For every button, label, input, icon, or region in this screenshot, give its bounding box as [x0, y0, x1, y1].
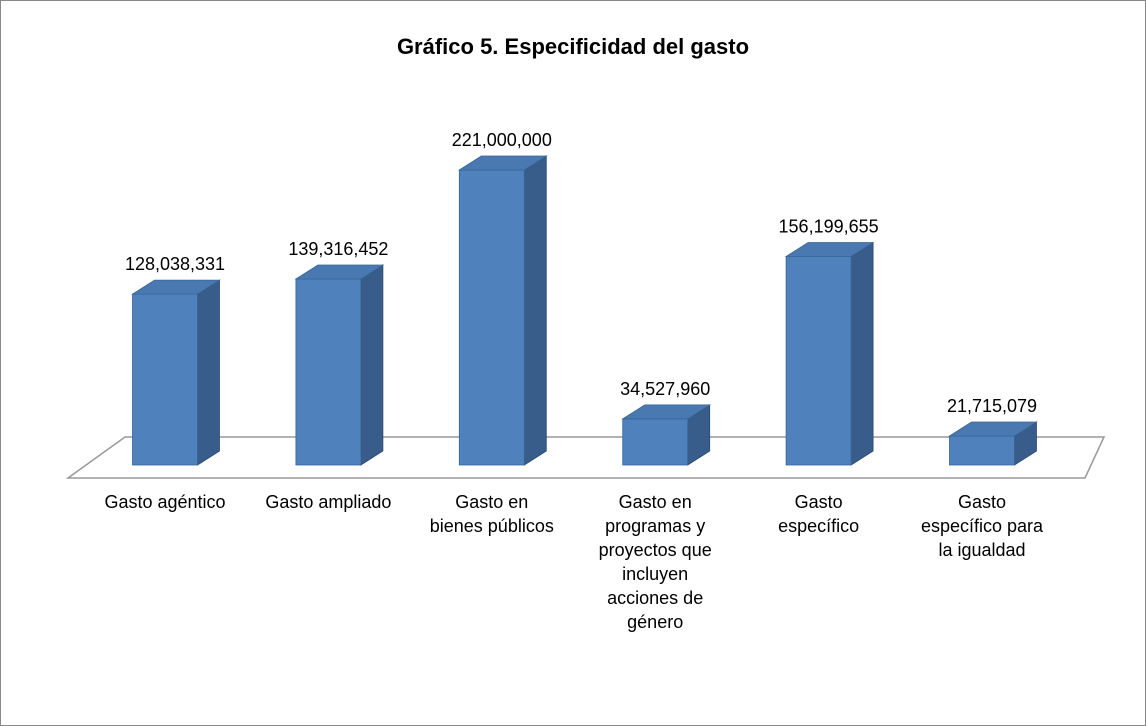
bar-top — [457, 155, 548, 171]
x-tick-label: Gasto ampliado — [265, 492, 392, 512]
bar — [295, 278, 362, 466]
bar-top — [131, 279, 221, 295]
floor — [65, 436, 1106, 479]
value-label: 221,000,000 — [452, 130, 552, 150]
value-label: 156,199,655 — [779, 216, 879, 236]
x-tick-label: Gasto agéntico — [104, 492, 226, 512]
bar — [622, 418, 689, 466]
x-tick-label: Gasto específico — [778, 492, 860, 536]
bar — [785, 256, 852, 466]
x-tick-label: Gasto específico para la igualdad — [920, 492, 1044, 560]
bar — [949, 435, 1015, 466]
bar-top — [294, 264, 385, 280]
bar-side — [850, 241, 874, 466]
chart-title: Gráfico 5. Especificidad del gasto — [397, 34, 749, 59]
value-label: 21,715,079 — [947, 396, 1037, 416]
bar-top — [621, 404, 712, 420]
bar — [458, 169, 525, 466]
bar-side — [523, 155, 547, 466]
x-tick-label: Gasto en bienes públicos — [429, 492, 554, 536]
value-label: 34,527,960 — [620, 379, 710, 399]
bar-side — [197, 279, 220, 466]
value-label: 128,038,331 — [125, 254, 225, 274]
value-label: 139,316,452 — [288, 239, 388, 259]
bar-side — [360, 264, 384, 466]
bar-top — [784, 242, 875, 257]
x-tick-label: Gasto en programas y proyectos que inclu… — [598, 492, 712, 632]
bar — [132, 293, 198, 466]
bar-top — [948, 421, 1038, 437]
